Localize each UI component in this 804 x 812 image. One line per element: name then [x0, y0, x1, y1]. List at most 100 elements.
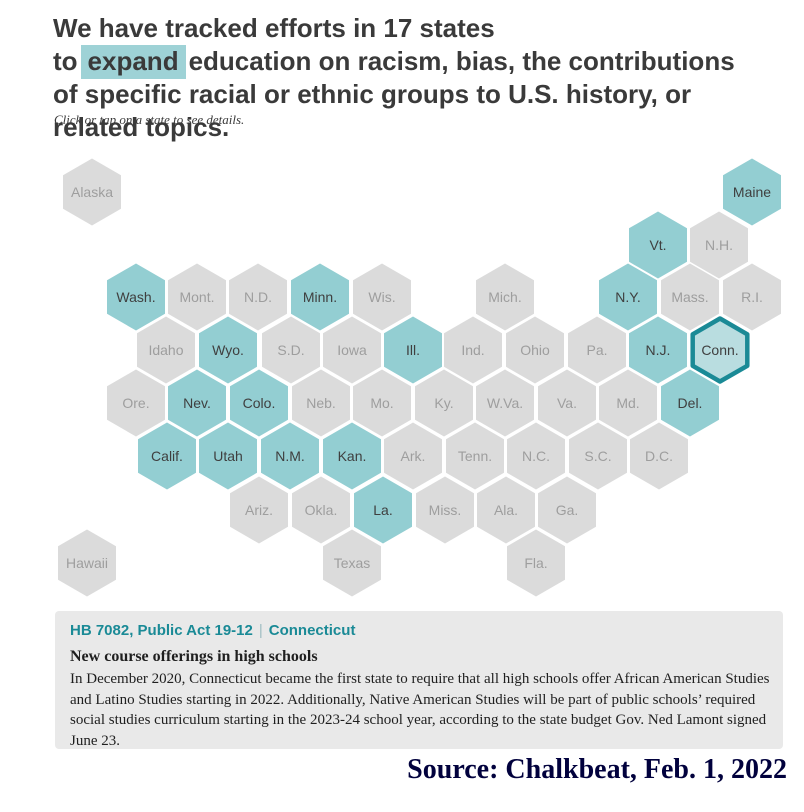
state-hex-minn[interactable]: Minn.	[291, 263, 349, 331]
state-hex-okla[interactable]: Okla.	[292, 476, 350, 544]
state-hex-shape	[477, 476, 535, 544]
state-hex-shape	[476, 369, 534, 437]
state-hex-shape	[168, 263, 226, 331]
state-hex-wva[interactable]: W.Va.	[476, 369, 534, 437]
state-hex-ariz[interactable]: Ariz.	[230, 476, 288, 544]
state-hex-shape	[446, 422, 504, 490]
state-hex-nev[interactable]: Nev.	[168, 369, 226, 437]
state-hex-shape	[384, 422, 442, 490]
state-hex-vt[interactable]: Vt.	[629, 211, 687, 279]
state-label: D.C.	[645, 448, 673, 464]
state-hex-ill[interactable]: Ill.	[384, 316, 442, 384]
state-label: Del.	[678, 395, 703, 411]
state-hex-mont[interactable]: Mont.	[168, 263, 226, 331]
state-label: Ark.	[401, 448, 426, 464]
state-hex-neb[interactable]: Neb.	[292, 369, 350, 437]
separator: |	[258, 622, 263, 639]
state-label: N.D.	[244, 289, 272, 305]
state-hex-sd[interactable]: S.D.	[262, 316, 320, 384]
state-hex-shape	[690, 316, 750, 384]
state-hex-shape	[229, 263, 287, 331]
state-hex-pa[interactable]: Pa.	[568, 316, 626, 384]
state-hex-md[interactable]: Md.	[599, 369, 657, 437]
state-hex-miss[interactable]: Miss.	[416, 476, 474, 544]
state-hex-shape	[230, 476, 288, 544]
state-label: Wis.	[368, 289, 395, 305]
state-hex-kan[interactable]: Kan.	[323, 422, 381, 490]
detail-heading: New course offerings in high schools	[70, 648, 318, 665]
state-hex-shape	[137, 316, 195, 384]
state-hex-utah[interactable]: Utah	[199, 422, 257, 490]
state-hex-nj[interactable]: N.J.	[629, 316, 687, 384]
state-hex-del[interactable]: Del.	[661, 369, 719, 437]
state-hex-shape	[599, 263, 657, 331]
state-label: Ind.	[461, 342, 484, 358]
state-hex-wash[interactable]: Wash.	[107, 263, 165, 331]
state-hex-ky[interactable]: Ky.	[415, 369, 473, 437]
state-hex-shape	[323, 316, 381, 384]
state-hex-dc[interactable]: D.C.	[630, 422, 688, 490]
state-hex-ore[interactable]: Ore.	[107, 369, 165, 437]
state-hex-ind[interactable]: Ind.	[444, 316, 502, 384]
state-hex-alaska[interactable]: Alaska	[63, 158, 121, 226]
state-label: Maine	[733, 184, 771, 200]
state-hex-ri[interactable]: R.I.	[723, 263, 781, 331]
state-hex-fla[interactable]: Fla.	[507, 529, 565, 597]
state-hex-shape	[630, 422, 688, 490]
state-hex-texas[interactable]: Texas	[323, 529, 381, 597]
state-hex-ga[interactable]: Ga.	[538, 476, 596, 544]
state-hex-shape	[354, 476, 412, 544]
state-hex-shape	[384, 316, 442, 384]
state-label: Okla.	[305, 502, 338, 518]
state-hex-conn[interactable]: Conn.	[690, 316, 750, 384]
state-hex-la[interactable]: La.	[354, 476, 412, 544]
state-hex-shape	[476, 263, 534, 331]
state-hex-nh[interactable]: N.H.	[690, 211, 748, 279]
title-suffix: education on racism, bias, the contribut…	[53, 46, 735, 142]
state-label: N.C.	[522, 448, 550, 464]
state-hex-ohio[interactable]: Ohio	[506, 316, 564, 384]
state-hex-shape	[292, 476, 350, 544]
state-label: Ohio	[520, 342, 550, 358]
state-hex-shape	[629, 211, 687, 279]
state-hex-hawaii[interactable]: Hawaii	[58, 529, 116, 597]
state-hex-nm[interactable]: N.M.	[261, 422, 319, 490]
state-label: N.H.	[705, 237, 733, 253]
state-hex-wis[interactable]: Wis.	[353, 263, 411, 331]
state-label: N.Y.	[615, 289, 640, 305]
state-hex-mass[interactable]: Mass.	[661, 263, 719, 331]
state-label: Nev.	[183, 395, 211, 411]
state-hex-iowa[interactable]: Iowa	[323, 316, 381, 384]
state-label: Ill.	[406, 342, 420, 358]
state-hex-colo[interactable]: Colo.	[230, 369, 288, 437]
state-label: Conn.	[701, 342, 738, 358]
state-hex-mo[interactable]: Mo.	[353, 369, 411, 437]
state-hex-ark[interactable]: Ark.	[384, 422, 442, 490]
state-label: Calif.	[151, 448, 183, 464]
title-prefix: We have tracked efforts in 17 states to	[53, 13, 495, 76]
state-hex-maine[interactable]: Maine	[723, 158, 781, 226]
state-hex-idaho[interactable]: Idaho	[137, 316, 195, 384]
state-label: Idaho	[148, 342, 183, 358]
state-name: Connecticut	[268, 622, 356, 639]
state-hex-tenn[interactable]: Tenn.	[446, 422, 504, 490]
state-hex-wyo[interactable]: Wyo.	[199, 316, 257, 384]
state-hex-sc[interactable]: S.C.	[569, 422, 627, 490]
state-hex-nd[interactable]: N.D.	[229, 263, 287, 331]
state-label: Miss.	[429, 502, 462, 518]
state-label: Ore.	[122, 395, 149, 411]
state-label: Neb.	[306, 395, 336, 411]
state-hex-shape	[58, 529, 116, 597]
state-label: S.D.	[277, 342, 304, 358]
state-hex-mich[interactable]: Mich.	[476, 263, 534, 331]
state-hex-va[interactable]: Va.	[538, 369, 596, 437]
state-label: Ariz.	[245, 502, 273, 518]
state-label: Kan.	[338, 448, 367, 464]
map-instruction: Click or tap on a state to see details.	[54, 112, 245, 127]
state-hex-nc[interactable]: N.C.	[507, 422, 565, 490]
state-hex-calif[interactable]: Calif.	[138, 422, 196, 490]
state-hex-shape	[63, 158, 121, 226]
state-hex-ny[interactable]: N.Y.	[599, 263, 657, 331]
state-hex-ala[interactable]: Ala.	[477, 476, 535, 544]
state-hex-shape	[199, 422, 257, 490]
